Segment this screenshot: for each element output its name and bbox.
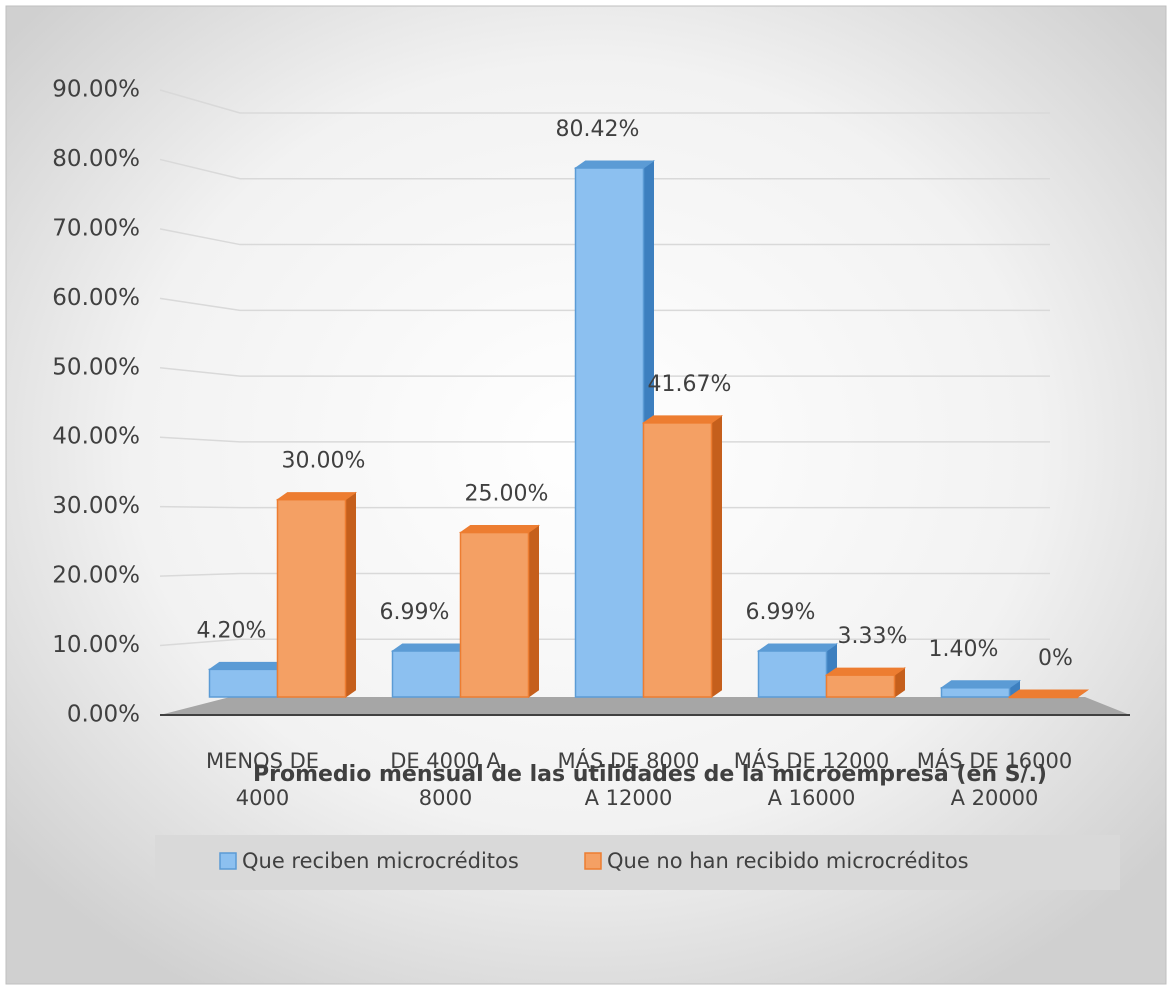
bar-top [1007,689,1090,698]
legend [155,835,1120,890]
bar-top [756,643,839,652]
y-tick-label: 90.00% [52,77,140,103]
y-tick-label: 50.00% [52,354,140,380]
grid-line [159,89,1050,114]
bar-side [711,414,722,698]
grid-line [159,638,1050,647]
bar [276,498,347,698]
legend-swatch [219,852,237,870]
x-tick-label: A 20000 [951,786,1039,810]
value-label: 1.40% [929,637,999,662]
value-label: 30.00% [282,449,366,474]
y-tick-label: 0.00% [67,702,140,728]
x-axis-label: Promedio mensual de las utilidades de la… [253,762,1047,787]
legend-label: Que no han recibido microcréditos [607,849,969,873]
legend-label: Que reciben microcréditos [242,849,519,873]
bar-side [345,491,356,698]
legend-swatch [584,852,602,870]
floor [160,697,1130,715]
y-tick-label: 10.00% [52,632,140,658]
x-tick-label: A 12000 [585,786,673,810]
bar [940,687,1011,698]
bar-side [528,524,539,698]
value-label: 0% [1038,646,1073,671]
bar [208,668,279,698]
value-label: 25.00% [465,482,549,507]
bar [825,674,896,698]
x-tick-label: DE 4000 A [390,749,501,773]
bar-top [390,643,473,652]
bar [574,167,645,698]
bar [642,422,713,698]
value-label: 80.42% [556,117,640,142]
grid-line [159,297,1050,312]
x-tick-label: 4000 [236,786,289,810]
y-tick-label: 80.00% [52,146,140,172]
bar [391,650,462,698]
x-tick-label: MÁS DE 16000 [917,748,1072,773]
bar [757,650,828,698]
bar-top [275,492,358,501]
x-tick-label: A 16000 [768,786,856,810]
value-label: 41.67% [648,372,732,397]
y-tick-label: 40.00% [52,424,140,450]
y-tick-label: 60.00% [52,285,140,311]
grid-line [159,158,1050,180]
value-label: 6.99% [746,600,816,625]
value-label: 6.99% [380,600,450,625]
grid-line [159,505,1050,509]
value-label: 4.20% [197,618,267,643]
bar-top [573,160,656,169]
grid-line [159,228,1050,246]
grid-line [159,367,1050,377]
grid-line [159,436,1050,443]
y-tick-label: 30.00% [52,493,140,519]
x-tick-label: MÁS DE 8000 [557,748,699,773]
bar-top [939,680,1022,689]
y-tick-label: 20.00% [52,563,140,589]
y-tick-label: 70.00% [52,215,140,241]
bar-top [458,525,541,534]
x-tick-label: MÁS DE 12000 [734,748,889,773]
bar-top [641,415,724,424]
bar-top [207,661,290,670]
value-label: 3.33% [838,624,908,649]
grid-line [159,572,1050,577]
x-tick-label: MENOS DE [206,749,319,773]
bar-top [824,667,907,676]
bar [459,531,530,698]
x-tick-label: 8000 [419,786,472,810]
